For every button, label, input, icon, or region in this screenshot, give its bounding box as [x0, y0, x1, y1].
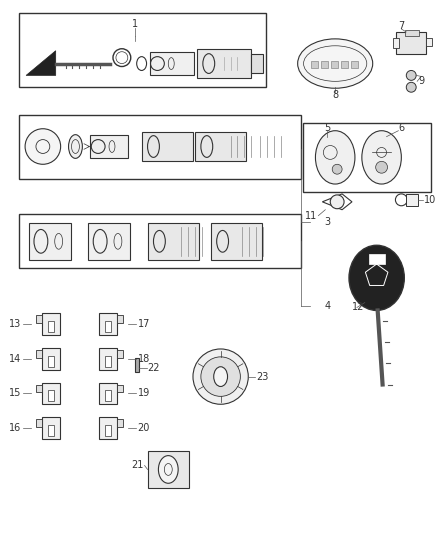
FancyBboxPatch shape [42, 383, 60, 404]
Text: 15: 15 [9, 389, 21, 398]
FancyBboxPatch shape [105, 425, 111, 436]
Text: 1: 1 [131, 19, 138, 29]
Text: 21: 21 [131, 461, 143, 471]
Ellipse shape [348, 245, 403, 310]
FancyBboxPatch shape [90, 135, 127, 158]
FancyBboxPatch shape [396, 32, 425, 54]
Ellipse shape [158, 456, 178, 483]
FancyBboxPatch shape [134, 358, 138, 372]
FancyBboxPatch shape [117, 384, 123, 392]
FancyBboxPatch shape [105, 356, 111, 367]
FancyBboxPatch shape [117, 419, 123, 427]
FancyBboxPatch shape [48, 425, 53, 436]
Ellipse shape [213, 367, 227, 386]
Text: 6: 6 [397, 123, 403, 133]
FancyBboxPatch shape [117, 316, 123, 324]
FancyBboxPatch shape [36, 419, 42, 427]
Text: 16: 16 [9, 423, 21, 433]
Text: 20: 20 [138, 423, 150, 433]
Text: 5: 5 [323, 123, 330, 133]
FancyBboxPatch shape [42, 313, 60, 335]
Circle shape [329, 195, 343, 209]
FancyBboxPatch shape [42, 417, 60, 439]
FancyBboxPatch shape [392, 38, 399, 48]
FancyBboxPatch shape [88, 223, 130, 260]
FancyBboxPatch shape [99, 417, 117, 439]
Text: 9: 9 [417, 76, 423, 86]
FancyBboxPatch shape [368, 254, 384, 264]
FancyBboxPatch shape [331, 61, 337, 68]
Text: 18: 18 [138, 354, 150, 364]
Text: 3: 3 [324, 216, 329, 227]
Ellipse shape [193, 349, 248, 404]
FancyBboxPatch shape [29, 223, 71, 260]
Text: 19: 19 [138, 389, 150, 398]
FancyBboxPatch shape [404, 30, 418, 36]
FancyBboxPatch shape [36, 316, 42, 324]
FancyBboxPatch shape [48, 321, 53, 332]
FancyBboxPatch shape [194, 132, 246, 161]
Text: 8: 8 [332, 90, 337, 100]
Circle shape [405, 82, 415, 92]
FancyBboxPatch shape [321, 61, 328, 68]
FancyBboxPatch shape [147, 451, 189, 488]
FancyBboxPatch shape [405, 194, 417, 206]
Text: 17: 17 [138, 319, 150, 329]
Polygon shape [26, 51, 56, 75]
Text: 23: 23 [256, 372, 268, 382]
FancyBboxPatch shape [350, 61, 357, 68]
Circle shape [332, 164, 341, 174]
Ellipse shape [297, 39, 372, 88]
Text: 12: 12 [351, 303, 364, 312]
FancyBboxPatch shape [147, 223, 198, 260]
FancyBboxPatch shape [48, 356, 53, 367]
Ellipse shape [361, 131, 400, 184]
FancyBboxPatch shape [99, 313, 117, 335]
FancyBboxPatch shape [105, 321, 111, 332]
FancyBboxPatch shape [105, 391, 111, 401]
Ellipse shape [68, 135, 82, 158]
FancyBboxPatch shape [141, 132, 193, 161]
FancyBboxPatch shape [99, 383, 117, 404]
FancyBboxPatch shape [36, 350, 42, 358]
Text: 14: 14 [9, 354, 21, 364]
Circle shape [405, 70, 415, 80]
Circle shape [375, 161, 387, 173]
FancyBboxPatch shape [210, 223, 261, 260]
FancyBboxPatch shape [99, 348, 117, 370]
FancyBboxPatch shape [311, 61, 318, 68]
Circle shape [25, 129, 60, 164]
Text: 11: 11 [304, 211, 317, 221]
FancyBboxPatch shape [149, 52, 194, 75]
Text: 7: 7 [397, 21, 403, 31]
Text: 4: 4 [324, 301, 329, 311]
FancyBboxPatch shape [117, 350, 123, 358]
FancyBboxPatch shape [197, 49, 251, 78]
FancyBboxPatch shape [48, 391, 53, 401]
FancyBboxPatch shape [36, 384, 42, 392]
FancyBboxPatch shape [340, 61, 347, 68]
FancyBboxPatch shape [425, 38, 431, 46]
Ellipse shape [315, 131, 354, 184]
Ellipse shape [201, 357, 240, 397]
Text: 13: 13 [9, 319, 21, 329]
FancyBboxPatch shape [42, 348, 60, 370]
FancyBboxPatch shape [251, 54, 262, 74]
Text: 22: 22 [147, 363, 160, 373]
Text: 10: 10 [423, 195, 435, 205]
